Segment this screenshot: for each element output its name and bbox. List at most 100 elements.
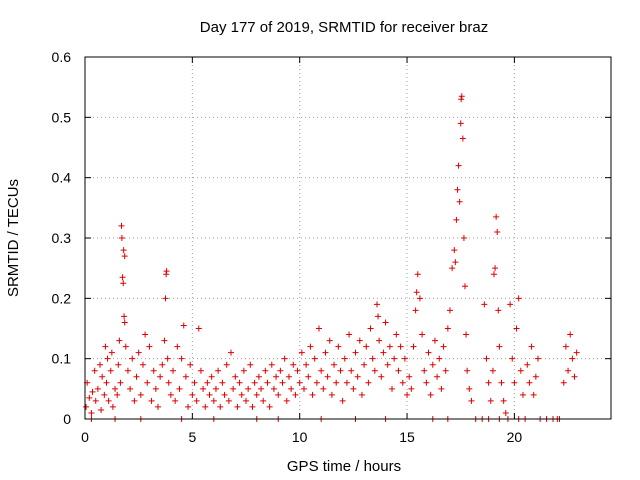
axis-ticks: 0 0.1 0.2 0.3 0.4 0.5 0.6 0 5 10 15 20 <box>52 49 611 445</box>
data-point <box>494 228 501 235</box>
data-point <box>139 361 146 368</box>
data-point <box>120 247 127 254</box>
data-point <box>560 379 567 386</box>
data-point <box>350 385 357 392</box>
data-point <box>401 355 408 362</box>
data-point <box>348 367 355 374</box>
data-point <box>102 343 109 350</box>
data-point <box>298 349 305 356</box>
x-tick-label: 20 <box>507 429 523 445</box>
data-point <box>121 253 128 260</box>
data-point <box>108 349 115 356</box>
data-point <box>119 274 126 281</box>
x-tick-label: 5 <box>188 429 196 445</box>
data-point <box>490 271 497 278</box>
data-point <box>455 162 462 169</box>
data-point <box>89 388 96 395</box>
data-point <box>162 295 169 302</box>
data-point <box>154 403 161 410</box>
data-point <box>197 367 204 374</box>
data-point <box>414 271 421 278</box>
data-point <box>446 307 453 314</box>
y-tick-label: 0.5 <box>52 109 72 125</box>
data-point <box>121 313 128 320</box>
data-point <box>303 361 310 368</box>
data-point <box>464 367 471 374</box>
data-point <box>258 385 265 392</box>
data-point <box>358 391 365 398</box>
data-point <box>288 385 295 392</box>
data-point <box>243 397 250 404</box>
data-point <box>395 367 402 374</box>
data-point <box>118 235 125 241</box>
data-point <box>363 343 370 350</box>
data-point <box>129 355 136 362</box>
data-point <box>200 385 207 392</box>
data-point <box>331 361 338 368</box>
data-point <box>101 391 108 398</box>
data-point <box>234 403 241 410</box>
data-point <box>427 391 434 398</box>
data-point <box>253 391 260 398</box>
data-point <box>458 93 465 100</box>
data-point <box>328 391 335 398</box>
x-tick-label: 0 <box>81 429 89 445</box>
x-axis-label: GPS time / hours <box>287 458 401 475</box>
data-point <box>180 322 187 329</box>
data-point <box>127 385 134 392</box>
data-point <box>373 301 380 308</box>
y-tick-label: 0.2 <box>52 290 72 306</box>
data-point <box>152 385 159 392</box>
data-point <box>174 343 181 350</box>
data-point <box>526 379 533 386</box>
data-point <box>365 379 372 386</box>
data-point <box>468 397 475 404</box>
data-point <box>182 373 189 380</box>
data-point <box>384 361 391 368</box>
data-point <box>502 409 509 416</box>
data-point <box>170 367 177 374</box>
data-point <box>255 373 262 380</box>
data-point <box>513 325 520 332</box>
y-tick-label: 0.4 <box>52 170 72 186</box>
y-tick-label: 0 <box>63 411 71 427</box>
data-point <box>431 337 438 344</box>
data-point <box>86 394 93 401</box>
data-point <box>221 391 228 398</box>
data-point <box>296 379 303 386</box>
data-point <box>157 373 164 380</box>
data-point <box>193 397 200 404</box>
data-point <box>227 349 234 356</box>
data-point <box>337 367 344 374</box>
data-point <box>380 349 387 356</box>
data-point <box>375 313 382 320</box>
data-point <box>165 379 172 386</box>
data-point <box>339 397 346 404</box>
data-points <box>83 93 580 422</box>
data-point <box>487 397 494 404</box>
data-point <box>262 367 269 374</box>
data-point <box>462 283 469 290</box>
data-point <box>571 373 578 380</box>
data-point <box>326 337 333 344</box>
data-point <box>91 367 98 374</box>
data-point <box>369 355 376 362</box>
data-point <box>440 343 447 350</box>
data-point <box>109 403 116 410</box>
data-point <box>322 349 329 356</box>
y-tick-label: 0.6 <box>52 49 72 65</box>
data-point <box>378 373 385 380</box>
data-point <box>389 385 396 392</box>
data-point <box>121 319 128 326</box>
data-point <box>460 235 467 241</box>
data-point <box>232 373 239 380</box>
y-tick-label: 0.1 <box>52 351 72 367</box>
data-point <box>382 319 389 326</box>
y-axis-label: SRMTID / TECUs <box>5 179 22 297</box>
data-point <box>346 331 353 338</box>
x-tick-label: 15 <box>399 429 415 445</box>
data-point <box>142 331 149 338</box>
data-point <box>238 391 245 398</box>
data-point <box>515 295 522 302</box>
